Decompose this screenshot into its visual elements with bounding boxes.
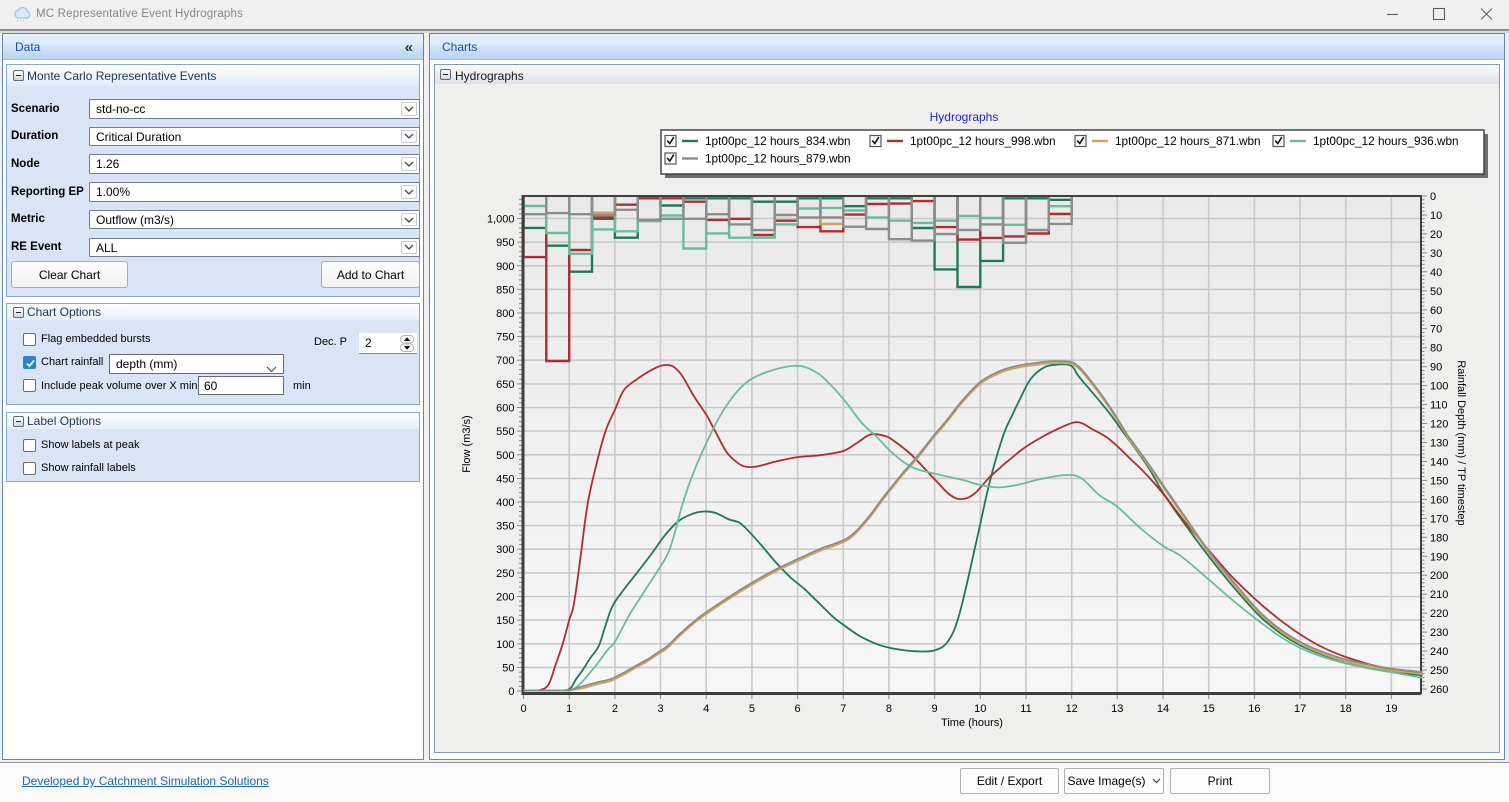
svg-text:3: 3 [657,703,663,715]
svg-text:200: 200 [1430,570,1448,582]
svg-text:1pt00pc_12 hours_879.wbn: 1pt00pc_12 hours_879.wbn [705,152,851,166]
svg-text:190: 190 [1430,551,1448,563]
svg-text:650: 650 [496,379,514,391]
svg-text:900: 900 [496,261,514,273]
svg-text:2: 2 [612,703,618,715]
svg-text:9: 9 [932,703,938,715]
svg-text:90: 90 [1430,362,1442,374]
svg-text:1,000: 1,000 [487,214,515,226]
svg-text:250: 250 [1430,665,1448,677]
svg-text:450: 450 [496,473,514,485]
svg-text:1: 1 [566,703,572,715]
svg-text:0: 0 [508,686,514,698]
svg-text:30: 30 [1430,248,1442,260]
svg-text:850: 850 [496,284,514,296]
svg-text:240: 240 [1430,646,1448,658]
svg-text:15: 15 [1203,703,1215,715]
svg-text:1pt00pc_12 hours_936.wbn: 1pt00pc_12 hours_936.wbn [1313,134,1459,148]
svg-text:Flow (m3/s): Flow (m3/s) [461,415,473,472]
svg-text:550: 550 [496,426,514,438]
svg-text:100: 100 [496,639,514,651]
svg-text:300: 300 [496,544,514,556]
svg-text:14: 14 [1157,703,1169,715]
svg-text:8: 8 [886,703,892,715]
svg-text:180: 180 [1430,532,1448,544]
svg-text:260: 260 [1430,684,1448,696]
svg-text:13: 13 [1111,703,1123,715]
svg-text:5: 5 [749,703,755,715]
svg-text:800: 800 [496,308,514,320]
svg-text:220: 220 [1430,608,1448,620]
svg-text:230: 230 [1430,627,1448,639]
svg-text:120: 120 [1430,419,1448,431]
svg-text:40: 40 [1430,267,1442,279]
svg-text:160: 160 [1430,494,1448,506]
svg-text:16: 16 [1248,703,1260,715]
svg-text:100: 100 [1430,381,1448,393]
svg-text:140: 140 [1430,457,1448,469]
svg-text:150: 150 [1430,475,1448,487]
svg-text:350: 350 [496,521,514,533]
svg-text:Time (hours): Time (hours) [941,717,1003,729]
svg-text:70: 70 [1430,324,1442,336]
svg-text:7: 7 [840,703,846,715]
svg-text:Rainfall Depth (mm) / TP times: Rainfall Depth (mm) / TP timestep [1455,360,1467,525]
svg-text:20: 20 [1430,229,1442,241]
svg-text:0: 0 [520,703,526,715]
svg-text:4: 4 [703,703,709,715]
svg-text:500: 500 [496,450,514,462]
svg-text:130: 130 [1430,438,1448,450]
svg-text:210: 210 [1430,589,1448,601]
svg-text:700: 700 [496,355,514,367]
svg-text:19: 19 [1385,703,1397,715]
svg-text:10: 10 [974,703,986,715]
svg-text:170: 170 [1430,513,1448,525]
svg-text:60: 60 [1430,305,1442,317]
svg-text:80: 80 [1430,343,1442,355]
svg-text:12: 12 [1066,703,1078,715]
svg-text:200: 200 [496,592,514,604]
svg-text:10: 10 [1430,210,1442,222]
svg-text:0: 0 [1430,191,1436,203]
svg-text:750: 750 [496,332,514,344]
svg-text:1pt00pc_12 hours_871.wbn: 1pt00pc_12 hours_871.wbn [1115,134,1261,148]
svg-text:250: 250 [496,568,514,580]
svg-text:950: 950 [496,237,514,249]
svg-text:Hydrographs: Hydrographs [930,110,999,124]
svg-text:1pt00pc_12 hours_834.wbn: 1pt00pc_12 hours_834.wbn [705,134,851,148]
svg-text:600: 600 [496,403,514,415]
svg-text:50: 50 [502,662,514,674]
svg-text:50: 50 [1430,286,1442,298]
svg-text:17: 17 [1294,703,1306,715]
svg-text:150: 150 [496,615,514,627]
svg-text:18: 18 [1340,703,1352,715]
svg-text:400: 400 [496,497,514,509]
svg-text:1pt00pc_12 hours_998.wbn: 1pt00pc_12 hours_998.wbn [910,134,1056,148]
svg-text:6: 6 [795,703,801,715]
svg-text:110: 110 [1430,400,1448,412]
svg-text:11: 11 [1020,703,1031,715]
